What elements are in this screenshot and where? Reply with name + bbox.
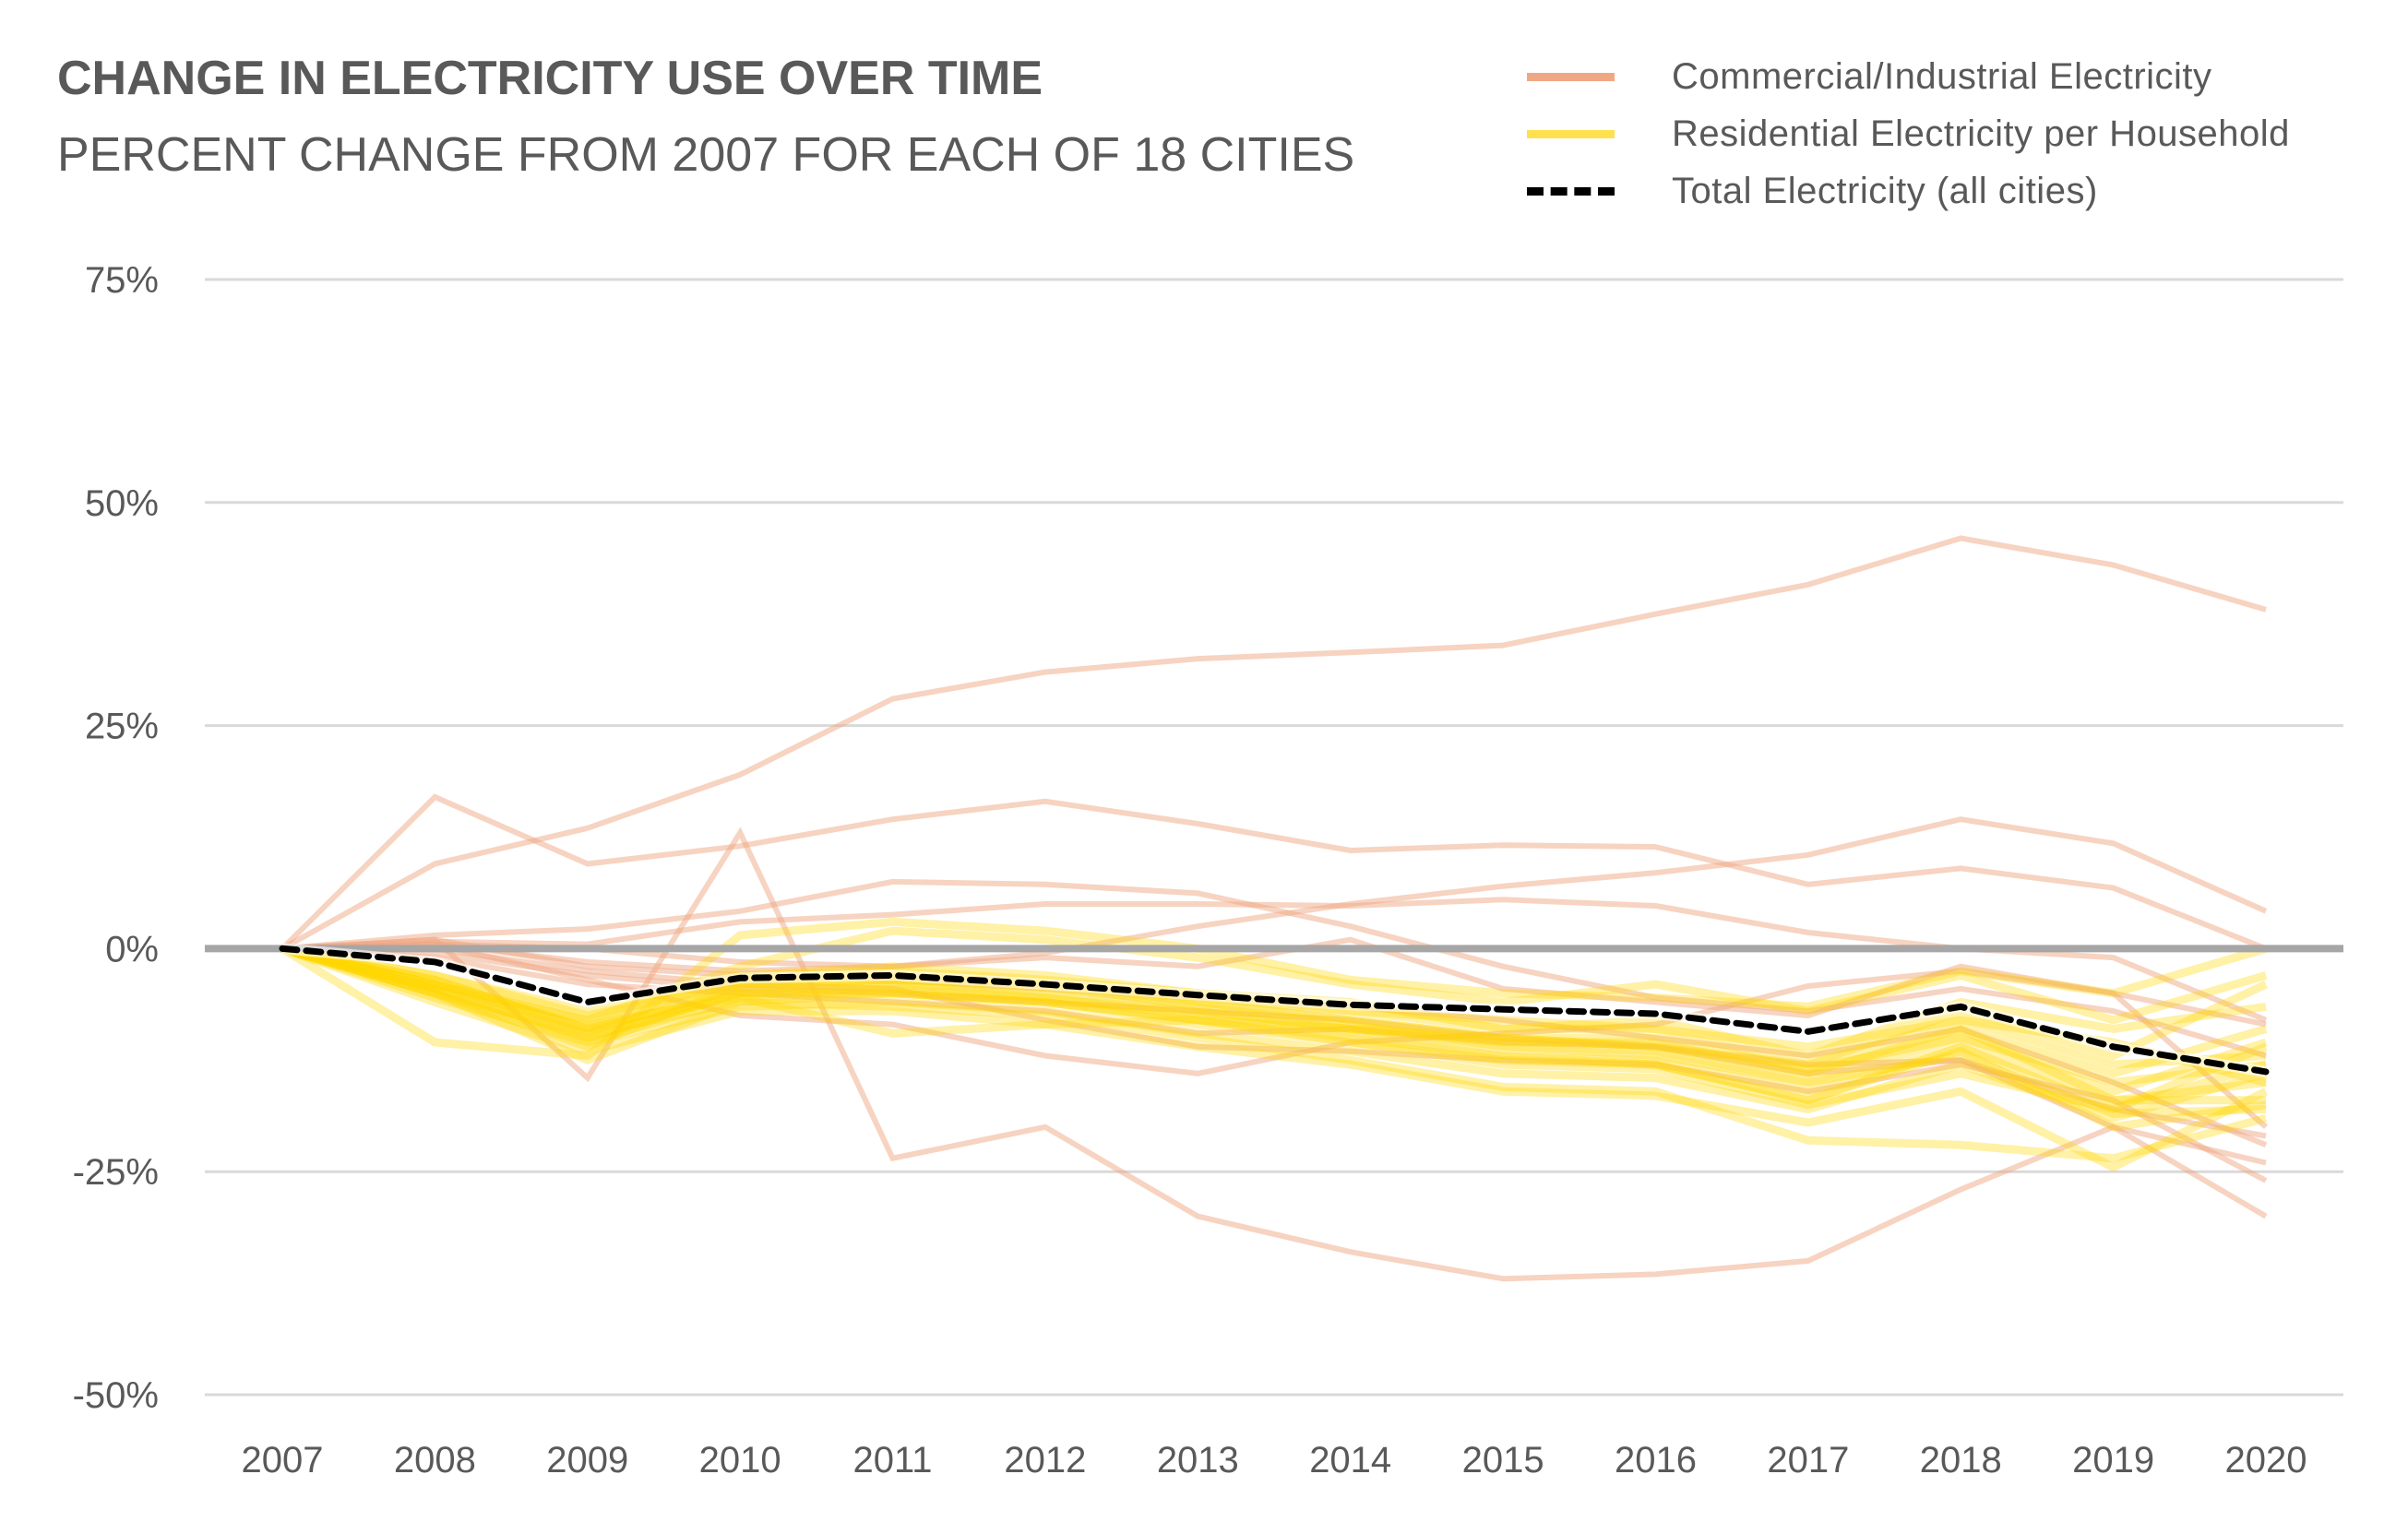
chart-title: CHANGE IN ELECTRICITY USE OVER TIME xyxy=(57,52,1043,105)
legend-label-commercial: Commercial/Industrial Electricity xyxy=(1672,55,2212,97)
gridlines xyxy=(205,278,2343,1397)
chart-subtitle: PERCENT CHANGE FROM 2007 FOR EACH OF 18 … xyxy=(57,128,1355,182)
legend-item-commercial: Commercial/Industrial Electricity xyxy=(1527,48,2290,105)
y-tick-label: 25% xyxy=(85,707,159,747)
residential-series-line xyxy=(280,945,2269,1172)
residential-series-line xyxy=(280,945,2267,1088)
residential-series-line xyxy=(280,945,2268,1163)
x-tick-label: 2017 xyxy=(1767,1440,1849,1480)
y-tick-label: -25% xyxy=(73,1152,159,1193)
legend-item-total: Total Electricity (all cities) xyxy=(1527,162,2290,220)
x-tick-label: 2010 xyxy=(699,1440,781,1480)
residential-series-line xyxy=(280,926,2268,1025)
x-tick-label: 2014 xyxy=(1309,1440,1391,1480)
x-tick-label: 2020 xyxy=(2225,1440,2307,1480)
x-tick-label: 2013 xyxy=(1157,1440,1239,1480)
x-tick-label: 2008 xyxy=(394,1440,476,1480)
x-tick-label: 2012 xyxy=(1004,1440,1086,1480)
x-axis-ticks: 2007 2008 2009 2010 2011 2012 2013 2014 2015 2016… xyxy=(242,1440,2307,1480)
commercial-series-line xyxy=(280,535,2267,952)
residential-series-line xyxy=(280,917,2268,1061)
residential-series-line xyxy=(280,945,2267,1118)
legend-item-residential: Residential Electricity per Household xyxy=(1527,105,2290,162)
legend-swatch-residential xyxy=(1527,129,1615,138)
commercial-series-line xyxy=(281,826,2268,1282)
x-tick-label: 2019 xyxy=(2072,1440,2154,1480)
x-tick-label: 2015 xyxy=(1462,1440,1544,1480)
residential-series-line xyxy=(280,945,2268,1123)
x-tick-label: 2011 xyxy=(853,1440,933,1480)
residential-series-line xyxy=(280,945,2268,1078)
commercial-series-line xyxy=(282,945,2268,1183)
x-tick-label: 2016 xyxy=(1615,1440,1697,1480)
residential-series-line xyxy=(280,945,2268,1114)
residential-series-line xyxy=(280,945,2268,1087)
x-tick-label: 2009 xyxy=(546,1440,628,1480)
commercial-lines xyxy=(280,535,2268,1282)
x-tick-label: 2018 xyxy=(1920,1440,2002,1480)
y-tick-label: 0% xyxy=(105,929,159,969)
commercial-series-line xyxy=(281,878,2267,1059)
commercial-series-line xyxy=(281,945,2267,1166)
commercial-series-line xyxy=(280,793,2268,952)
y-tick-label: 75% xyxy=(85,260,159,301)
total-series-line xyxy=(279,945,2270,1076)
residential-series-line xyxy=(281,944,2266,1105)
commercial-series-line xyxy=(281,816,2268,974)
total-line-group xyxy=(279,943,2270,1077)
legend-label-residential: Residential Electricity per Household xyxy=(1672,113,2290,154)
legend-swatch-commercial xyxy=(1527,72,1615,81)
x-tick-label: 2007 xyxy=(242,1440,324,1480)
y-axis-ticks: 75% 50% 25% 0% -25% -50% xyxy=(73,260,159,1416)
legend: Commercial/Industrial Electricity Reside… xyxy=(1527,48,2290,220)
legend-label-total: Total Electricity (all cities) xyxy=(1672,170,2098,211)
residential-series-line xyxy=(280,945,2267,1132)
legend-swatch-total xyxy=(1527,186,1615,196)
residential-series-line xyxy=(280,945,2267,1105)
residential-series-line xyxy=(280,945,2268,1114)
residential-series-line xyxy=(280,945,2268,1096)
y-tick-label: -50% xyxy=(73,1375,159,1416)
y-tick-label: 50% xyxy=(85,483,159,524)
